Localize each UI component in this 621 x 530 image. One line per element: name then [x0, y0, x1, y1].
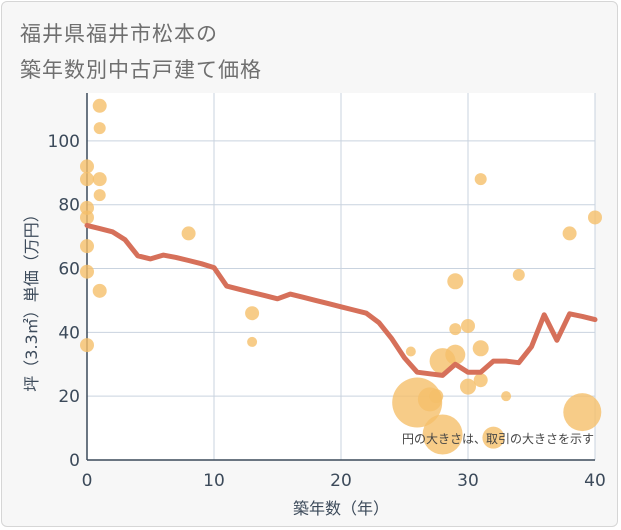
y-tick-label: 60: [58, 260, 80, 280]
data-bubble: [92, 283, 107, 298]
data-bubble: [405, 346, 416, 357]
x-tick-label: 0: [82, 471, 93, 491]
data-bubble: [429, 389, 444, 404]
data-bubble: [474, 173, 487, 186]
data-bubble: [80, 200, 94, 215]
data-bubble: [461, 318, 475, 333]
data-bubble: [92, 98, 107, 113]
y-tick-label: 40: [58, 323, 80, 343]
y-tick-label: 100: [48, 132, 80, 152]
data-bubble: [80, 172, 94, 187]
x-tick-label: 20: [330, 471, 352, 491]
y-axis-label: 坪（3.3㎡）単価（万円）: [22, 206, 41, 391]
data-bubble: [80, 338, 94, 353]
data-bubble: [562, 226, 577, 241]
data-bubble: [80, 210, 94, 225]
data-bubble: [93, 122, 106, 135]
data-bubble: [93, 189, 106, 202]
y-tick-label: 0: [69, 451, 80, 471]
data-bubble: [80, 159, 94, 174]
bubble-size-note: 円の大きさは、取引の大きさを示す: [402, 432, 594, 446]
bubbles: [80, 98, 602, 455]
data-bubble: [588, 210, 602, 225]
y-tick-label: 80: [58, 196, 80, 216]
data-bubble: [445, 344, 466, 365]
data-bubble: [247, 336, 258, 347]
data-bubble: [501, 391, 512, 402]
data-bubble: [181, 226, 196, 241]
x-tick-label: 30: [457, 471, 479, 491]
data-bubble: [447, 273, 464, 290]
tick-labels: 0 20 40 60 80 100 0 10 20 30 40: [48, 132, 606, 491]
y-tick-label: 20: [58, 387, 80, 407]
x-tick-label: 40: [584, 471, 606, 491]
title-line-2: 築年数別中古戸建て価格: [20, 58, 262, 82]
data-bubble: [449, 323, 462, 336]
data-bubble: [460, 378, 476, 395]
data-bubble: [473, 373, 488, 388]
data-bubble: [472, 340, 489, 357]
data-bubble: [80, 239, 94, 254]
x-tick-label: 10: [203, 471, 225, 491]
data-bubble: [422, 414, 463, 455]
title-line-1: 福井県福井市松本の: [20, 22, 218, 46]
grid-lines: [86, 93, 596, 461]
data-bubble: [563, 393, 602, 432]
data-bubble: [482, 426, 505, 449]
chart-title: 福井県福井市松本の 築年数別中古戸建て価格: [20, 16, 262, 88]
x-axis-label: 築年数（年）: [293, 499, 389, 518]
data-bubble: [92, 172, 107, 187]
trend-line: [84, 222, 598, 378]
data-bubble: [512, 268, 525, 281]
data-bubble: [80, 264, 94, 279]
data-bubble: [245, 306, 260, 321]
